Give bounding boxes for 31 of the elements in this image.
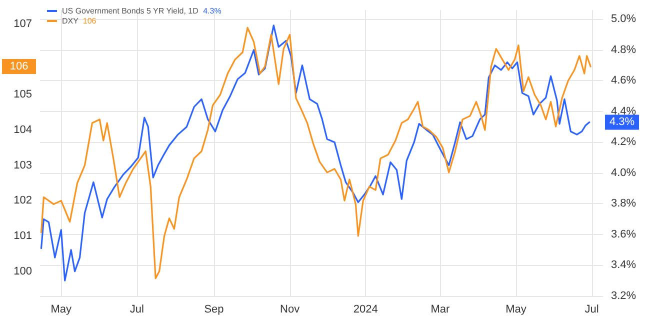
annotation: 4.3%	[203, 6, 222, 16]
x-tick-label: 2024	[353, 304, 378, 316]
text: 106	[10, 60, 28, 72]
y2-tick-label: 3.4%	[611, 259, 636, 272]
x-tick-label: Jul	[584, 304, 599, 316]
y2-tick-label: 4.6%	[611, 74, 636, 87]
x-tick-label: May	[506, 304, 527, 316]
x-tick-label: May	[50, 304, 72, 316]
annotation: 106	[82, 16, 97, 26]
y2-tick-label: 4.2%	[611, 136, 636, 148]
legend-label: US Government Bonds 5 YR Yield, 1D	[62, 6, 203, 16]
y-tick-label: 101	[14, 230, 32, 242]
x-tick-label: Mar	[430, 304, 450, 316]
y-tick-label: 104	[14, 124, 32, 136]
y2-tick-label: 4.8%	[611, 44, 636, 56]
y2-tick-label: 4.4%	[611, 105, 636, 118]
y2-tick-label: 3.2%	[611, 290, 636, 302]
y-tick-label: 103	[14, 159, 32, 172]
x-tick-label: Jul	[130, 304, 144, 316]
text: 4.3%	[609, 116, 635, 128]
x-tick-label: Sep	[204, 304, 224, 316]
legend-label: DXY	[62, 16, 83, 26]
y-tick-label: 105	[14, 88, 32, 101]
y2-tick-label: 3.6%	[611, 228, 636, 240]
y2-tick-label: 4.0%	[611, 166, 636, 179]
y2-tick-label: 3.8%	[611, 198, 636, 210]
x-tick-label: Nov	[280, 304, 300, 316]
y-tick-label: 107	[14, 18, 32, 30]
y-tick-label: 100	[14, 265, 32, 278]
y2-tick-label: 5.0%	[611, 13, 636, 26]
y-tick-label: 102	[14, 194, 32, 207]
